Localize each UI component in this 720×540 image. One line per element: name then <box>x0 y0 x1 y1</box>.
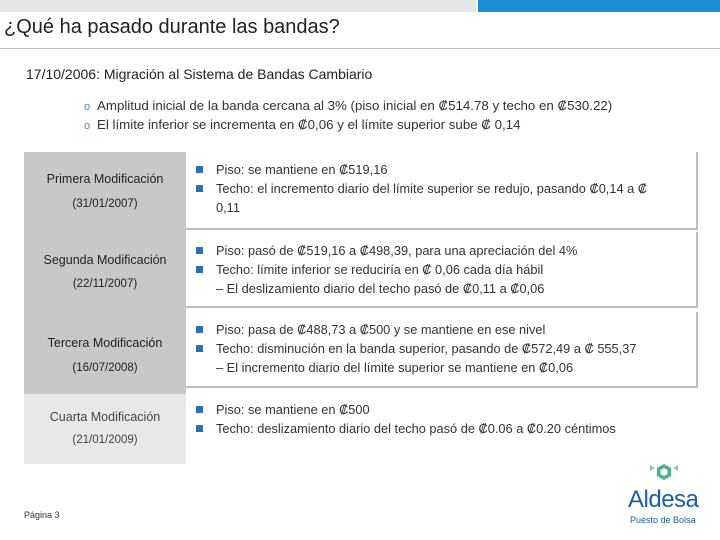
modification-detail: Piso: se mantiene en ₡519,16 Techo: el i… <box>186 152 698 230</box>
header-bar <box>0 0 720 12</box>
detail-text: Techo: el incremento diario del límite s… <box>216 181 648 196</box>
modification-detail: Piso: pasó de ₡519,16 a ₡498,39, para un… <box>186 232 698 308</box>
page-number: Página 3 <box>24 510 60 520</box>
intro-bullet-text: El límite inferior se incrementa en ₡0,0… <box>97 117 521 132</box>
title-divider <box>0 48 720 49</box>
detail-text: Techo: disminución en la banda superior,… <box>216 341 637 356</box>
modification-panel-last: Cuarta Modificación (21/01/2009) <box>24 394 186 464</box>
detail-text: Techo: límite inferior se reduciría en ₡… <box>216 262 544 277</box>
square-bullet-icon <box>196 247 203 254</box>
circle-bullet-icon: o <box>84 101 91 113</box>
square-bullet-icon <box>196 266 203 273</box>
modification-label: Cuarta Modificación <box>49 410 161 424</box>
brand-name: Aldesa <box>628 486 699 513</box>
circle-bullet-icon: o <box>84 120 91 132</box>
intro-bullet: o El límite inferior se incrementa en ₡0,… <box>84 115 612 134</box>
square-bullet-icon <box>196 326 203 333</box>
modification-date: (22/11/2007) <box>72 278 138 290</box>
modification-detail: Piso: pasa de ₡488,73 a ₡500 y se mantie… <box>186 312 698 388</box>
modification-date: (16/07/2008) <box>72 362 138 374</box>
modifications-panel: Primera Modificación (31/01/2007) Segund… <box>24 152 186 394</box>
square-bullet-icon <box>196 345 203 352</box>
detail-text: Piso: se mantiene en ₡519,16 <box>216 162 388 177</box>
detail-text: Piso: pasa de ₡488,73 a ₡500 y se mantie… <box>216 322 546 337</box>
intro-bullet: o Amplitud inicial de la banda cercana al… <box>84 96 612 115</box>
square-bullet-icon <box>196 406 203 413</box>
aldesa-logo-icon <box>650 464 678 480</box>
detail-text: – El deslizamiento diario del techo pasó… <box>216 281 545 296</box>
intro-bullet-text: Amplitud inicial de la banda cercana al … <box>97 98 613 113</box>
slide-title: ¿Qué ha pasado durante las bandas? <box>4 16 340 38</box>
header-bar-grey <box>0 0 476 12</box>
modification-date: (21/01/2009) <box>72 434 138 446</box>
modification-label: Segunda Modificación <box>43 253 167 267</box>
header-bar-blue <box>478 0 720 12</box>
modification-label: Tercera Modificación <box>47 336 163 350</box>
modification-detail: Piso: se mantiene en ₡500 Techo: desliza… <box>186 392 696 444</box>
detail-text: 0,11 <box>216 200 240 215</box>
slide-subtitle: 17/10/2006: Migración al Sistema de Band… <box>26 66 373 82</box>
brand-tagline: Puesto de Bolsa <box>630 515 696 525</box>
square-bullet-icon <box>196 166 203 173</box>
modification-date: (31/01/2007) <box>72 198 138 210</box>
intro-bullets: o Amplitud inicial de la banda cercana al… <box>84 96 612 134</box>
section-arrow <box>158 212 186 230</box>
detail-text: Piso: se mantiene en ₡500 <box>216 402 370 417</box>
detail-text: – El incremento diario del límite superi… <box>216 360 574 375</box>
square-bullet-icon <box>196 425 203 432</box>
square-bullet-icon <box>196 185 203 192</box>
section-arrow <box>158 372 186 390</box>
section-arrow <box>158 292 186 310</box>
modification-label: Primera Modificación <box>46 172 164 186</box>
detail-text: Techo: deslizamiento diario del techo pa… <box>216 421 616 436</box>
detail-text: Piso: pasó de ₡519,16 a ₡498,39, para un… <box>216 243 578 258</box>
